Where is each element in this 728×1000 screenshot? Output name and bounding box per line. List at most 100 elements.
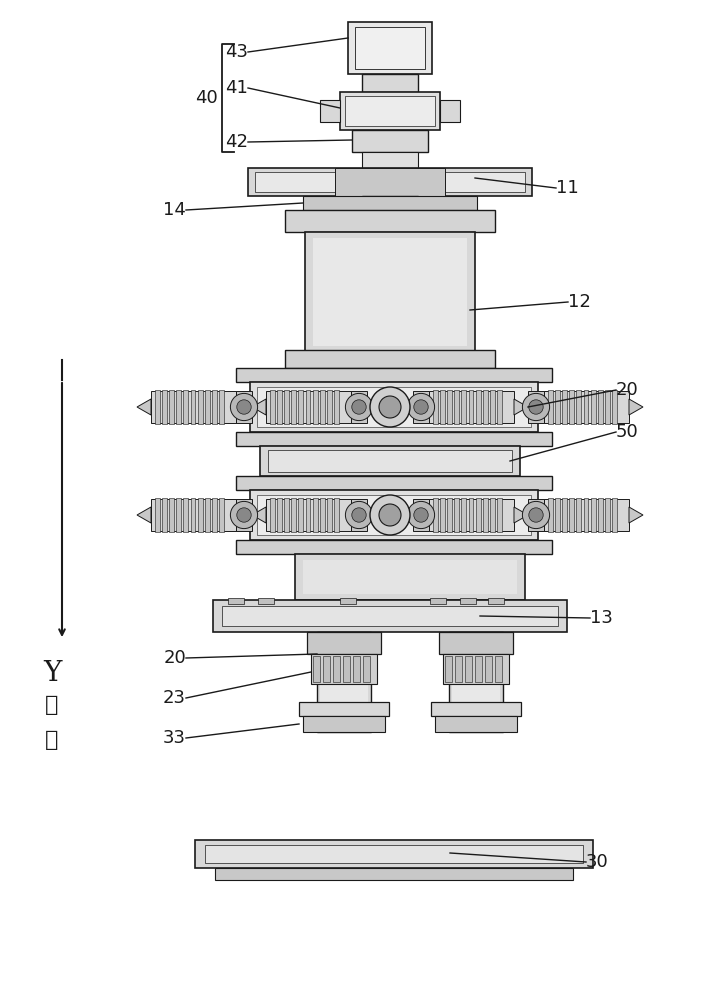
Polygon shape	[429, 391, 514, 423]
Polygon shape	[475, 498, 480, 532]
Polygon shape	[298, 498, 304, 532]
Polygon shape	[485, 656, 492, 682]
Polygon shape	[413, 499, 429, 531]
Circle shape	[414, 400, 428, 414]
Polygon shape	[219, 498, 224, 532]
Polygon shape	[162, 390, 167, 424]
Polygon shape	[252, 399, 266, 415]
Polygon shape	[590, 390, 596, 424]
Polygon shape	[295, 554, 525, 600]
Polygon shape	[351, 391, 367, 423]
Polygon shape	[250, 490, 538, 540]
Polygon shape	[629, 507, 643, 523]
Text: 23: 23	[163, 689, 186, 707]
Polygon shape	[555, 498, 560, 532]
Polygon shape	[191, 498, 196, 532]
Polygon shape	[197, 498, 202, 532]
Polygon shape	[562, 390, 567, 424]
Polygon shape	[433, 498, 438, 532]
Polygon shape	[475, 390, 480, 424]
Polygon shape	[483, 390, 488, 424]
Polygon shape	[303, 716, 385, 732]
Polygon shape	[320, 390, 325, 424]
Polygon shape	[169, 498, 174, 532]
Polygon shape	[435, 716, 517, 732]
Polygon shape	[303, 560, 517, 594]
Circle shape	[379, 396, 401, 418]
Polygon shape	[440, 390, 445, 424]
Polygon shape	[577, 498, 582, 532]
Polygon shape	[236, 499, 252, 531]
Polygon shape	[312, 390, 317, 424]
Polygon shape	[351, 499, 367, 531]
Polygon shape	[433, 390, 438, 424]
Polygon shape	[440, 498, 445, 532]
Polygon shape	[362, 152, 418, 168]
Polygon shape	[266, 391, 351, 423]
Polygon shape	[285, 210, 495, 232]
Polygon shape	[584, 498, 588, 532]
Text: 20: 20	[616, 381, 638, 399]
Polygon shape	[213, 600, 567, 632]
Polygon shape	[445, 656, 452, 682]
Polygon shape	[169, 390, 174, 424]
Polygon shape	[285, 350, 495, 368]
Polygon shape	[284, 498, 289, 532]
Polygon shape	[257, 495, 531, 535]
Polygon shape	[306, 390, 310, 424]
Text: 向: 向	[45, 730, 59, 750]
Polygon shape	[212, 498, 217, 532]
Polygon shape	[191, 390, 196, 424]
Text: 50: 50	[616, 423, 638, 441]
Polygon shape	[367, 200, 413, 236]
Polygon shape	[335, 168, 445, 196]
Circle shape	[237, 400, 251, 414]
Polygon shape	[320, 100, 340, 122]
Circle shape	[370, 387, 410, 427]
Circle shape	[408, 501, 435, 529]
Polygon shape	[605, 498, 610, 532]
Polygon shape	[598, 390, 603, 424]
Polygon shape	[443, 654, 509, 684]
Polygon shape	[462, 498, 467, 532]
Polygon shape	[562, 498, 567, 532]
Polygon shape	[333, 656, 340, 682]
Circle shape	[237, 508, 251, 522]
Text: 12: 12	[568, 293, 591, 311]
Polygon shape	[447, 498, 452, 532]
Circle shape	[345, 501, 373, 529]
Polygon shape	[497, 498, 502, 532]
Polygon shape	[222, 606, 558, 626]
Polygon shape	[598, 498, 603, 532]
Polygon shape	[228, 598, 244, 604]
Polygon shape	[320, 636, 368, 728]
Polygon shape	[250, 382, 538, 432]
Circle shape	[414, 508, 428, 522]
Polygon shape	[483, 498, 488, 532]
Polygon shape	[183, 390, 189, 424]
Text: 13: 13	[590, 609, 613, 627]
Text: 40: 40	[195, 89, 218, 107]
Polygon shape	[236, 391, 252, 423]
Polygon shape	[257, 387, 531, 427]
Polygon shape	[362, 196, 418, 240]
Polygon shape	[323, 656, 330, 682]
Polygon shape	[431, 702, 521, 716]
Polygon shape	[236, 432, 552, 446]
Polygon shape	[343, 656, 350, 682]
Polygon shape	[307, 632, 381, 654]
Polygon shape	[205, 845, 583, 863]
Polygon shape	[266, 499, 351, 531]
Text: 14: 14	[163, 201, 186, 219]
Polygon shape	[340, 598, 356, 604]
Text: 11: 11	[556, 179, 579, 197]
Polygon shape	[205, 390, 210, 424]
Polygon shape	[313, 656, 320, 682]
Polygon shape	[176, 390, 181, 424]
Polygon shape	[205, 498, 210, 532]
Text: 43: 43	[225, 43, 248, 61]
Polygon shape	[544, 499, 629, 531]
Polygon shape	[277, 390, 282, 424]
Polygon shape	[449, 632, 503, 732]
Text: 方: 方	[45, 695, 59, 715]
